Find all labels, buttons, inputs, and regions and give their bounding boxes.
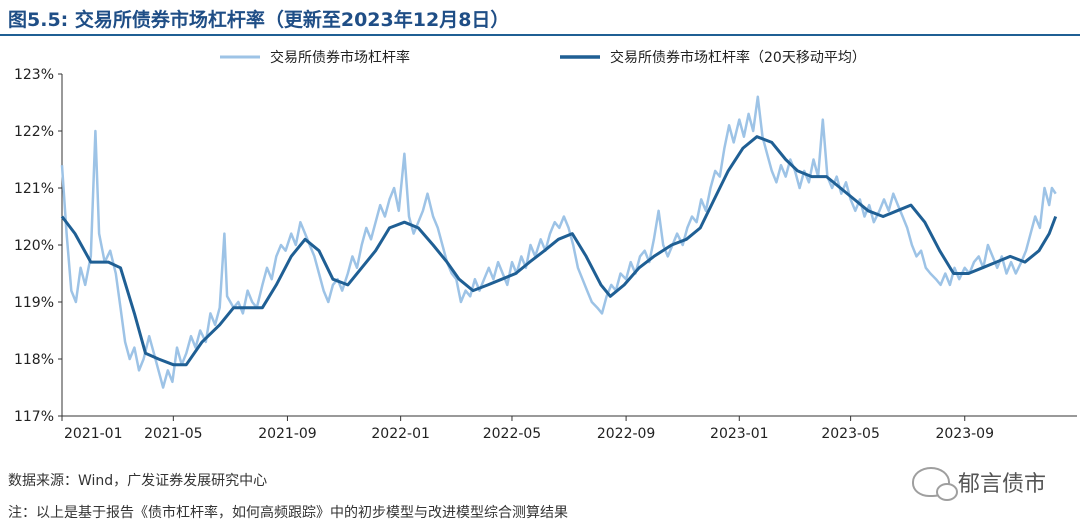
x-tick-label: 2022-05 — [483, 426, 542, 442]
data-source: 数据来源：Wind，广发证券发展研究中心 — [8, 473, 268, 489]
series-line-daily — [60, 95, 1057, 389]
y-tick-label: 120% — [14, 238, 54, 254]
watermark-text: 郁言债市 — [957, 472, 1046, 497]
x-tick-label: 2022-01 — [371, 426, 430, 442]
x-tick-label: 2023-09 — [935, 426, 994, 442]
legend-label-ma20: 交易所债券市场杠杆率（20天移动平均） — [610, 49, 866, 66]
chart-axes: 117% 118% 119% 120% 121% 122% 123% 2021-01 2021-… — [14, 67, 1077, 442]
y-tick-label: 118% — [14, 352, 54, 368]
x-tick-label: 2022-09 — [597, 426, 656, 442]
y-tick-label: 119% — [14, 295, 54, 311]
x-tick-label: 2023-01 — [710, 426, 769, 442]
x-tick-label: 2023-05 — [821, 426, 880, 442]
line-chart: 117% 118% 119% 120% 121% 122% 123% 2021-01 2021-… — [14, 49, 1077, 442]
y-tick-label: 121% — [14, 181, 54, 197]
series-line-ma20 — [60, 135, 1058, 367]
chart-legend: 交易所债券市场杠杆率 交易所债券市场杠杆率（20天移动平均） — [220, 49, 866, 66]
figure-header: 图5.5: 交易所债券市场杠杆率（更新至2023年12月8日） — [0, 0, 1080, 36]
wechat-logo-icon — [911, 467, 958, 501]
x-tick-label: 2021-09 — [258, 426, 317, 442]
legend-label-daily: 交易所债券市场杠杆率 — [270, 49, 410, 66]
figure-title: 图5.5: 交易所债券市场杠杆率（更新至2023年12月8日） — [8, 9, 510, 31]
chart-note: 注：以上是基于报告《债市杠杆率，如何高频跟踪》中的初步模型与改进模型综合测算结果 — [8, 505, 568, 521]
y-tick-label: 122% — [14, 124, 54, 140]
y-tick-label: 123% — [14, 67, 54, 83]
watermark: 郁言债市 — [911, 466, 1046, 501]
chart-series — [60, 95, 1058, 389]
x-tick-label: 2021-01 — [64, 426, 123, 442]
x-tick-label: 2021-05 — [144, 426, 203, 442]
y-tick-label: 117% — [14, 409, 54, 425]
